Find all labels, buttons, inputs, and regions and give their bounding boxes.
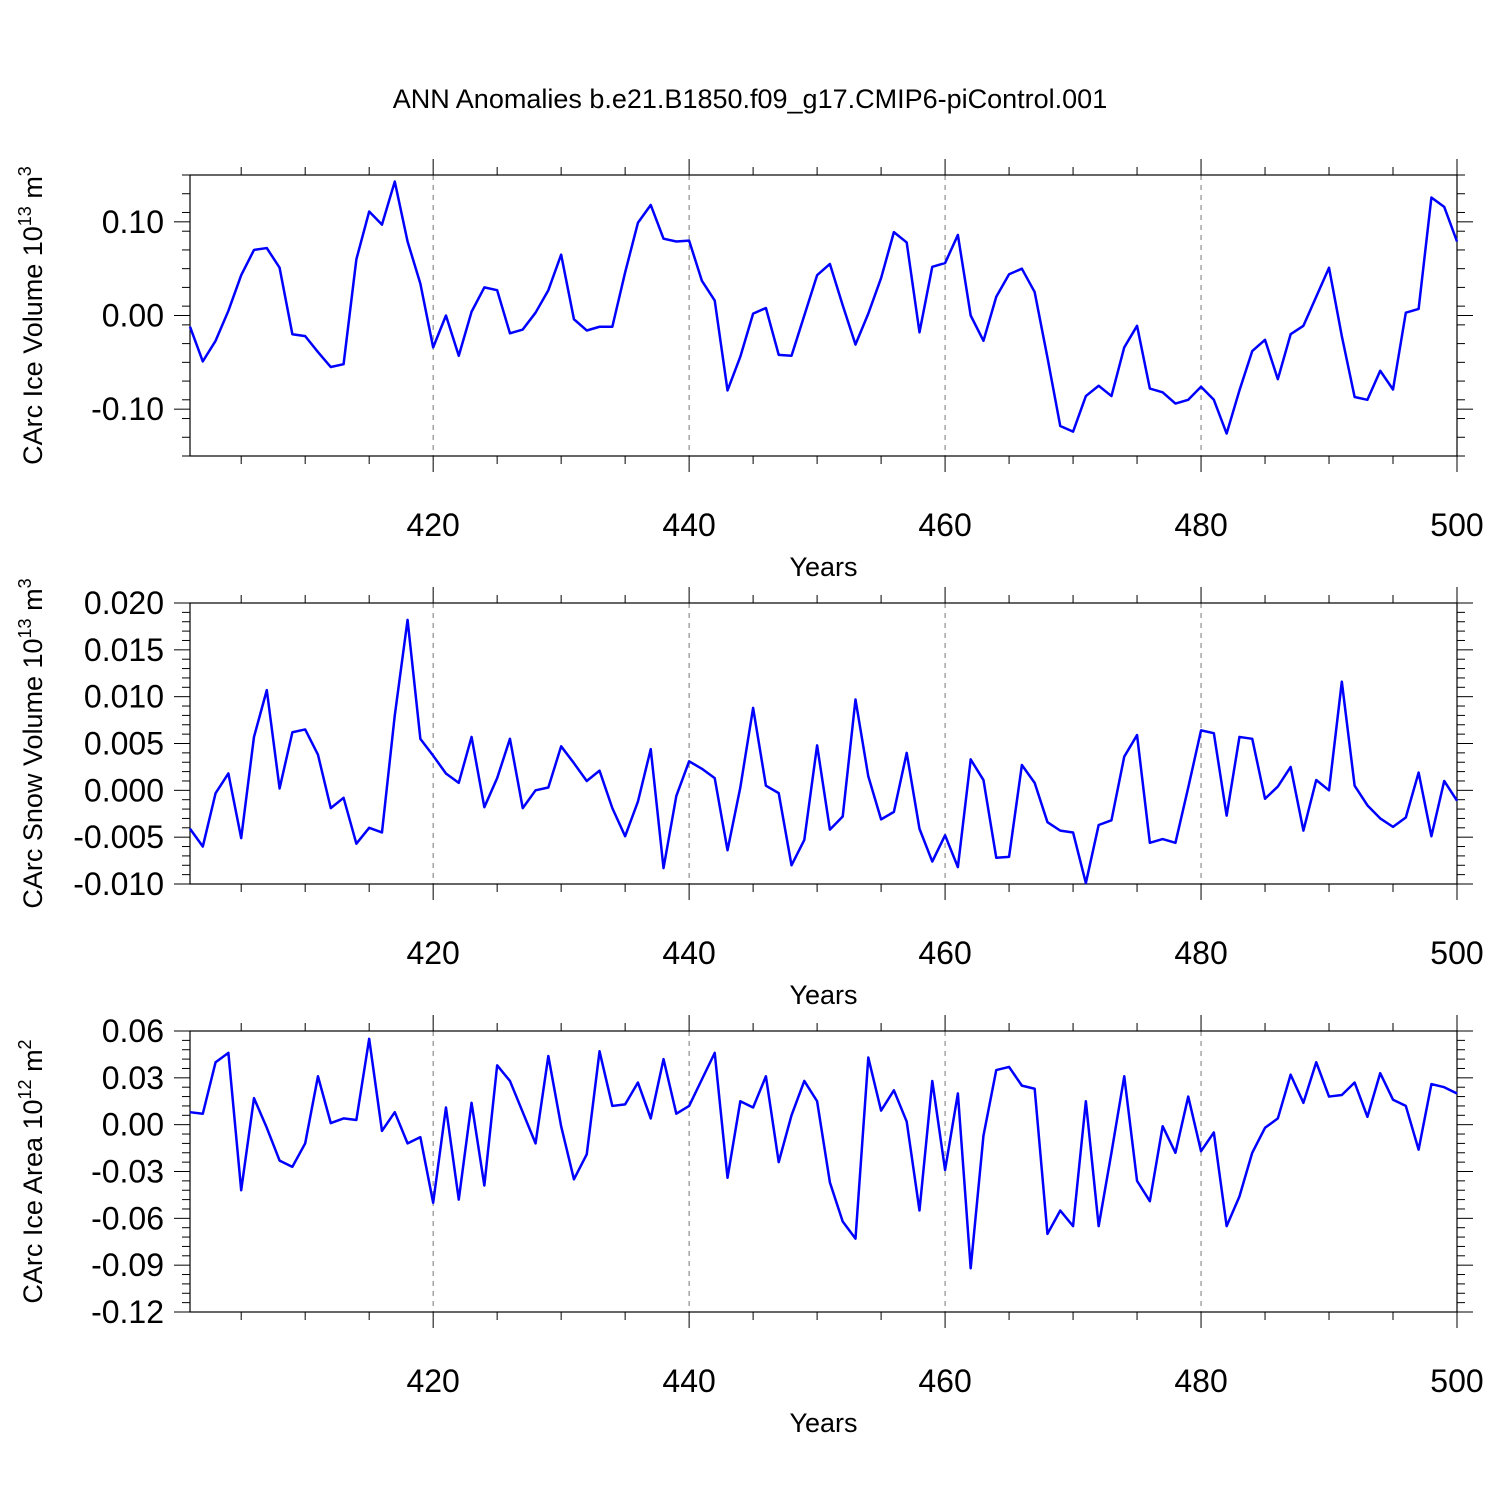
y-axis-label: CArc Ice Volume 1013 m3 xyxy=(15,166,48,465)
x-tick-label: 480 xyxy=(1174,935,1227,971)
y-axis-label-unit-exponent: 3 xyxy=(15,578,35,588)
x-tick-label: 420 xyxy=(406,507,459,543)
x-tick-label: 460 xyxy=(918,935,971,971)
x-axis-label: Years xyxy=(789,1408,857,1438)
y-axis-label-exponent: 13 xyxy=(15,206,35,226)
y-tick-label: 0.015 xyxy=(84,632,164,668)
y-axis-label-text: CArc Snow Volume 10 xyxy=(18,638,48,908)
x-tick-label: 440 xyxy=(662,935,715,971)
y-axis-label: CArc Snow Volume 1013 m3 xyxy=(15,578,48,908)
y-axis-label-text: CArc Ice Volume 10 xyxy=(18,226,48,465)
x-axis-label: Years xyxy=(789,980,857,1010)
x-tick-label: 500 xyxy=(1430,935,1483,971)
series-line xyxy=(188,618,1459,885)
y-axis-label-unit: m xyxy=(18,176,48,206)
y-tick-label: 0.010 xyxy=(84,679,164,715)
y-axis-label-text: CArc Ice Area 10 xyxy=(18,1099,48,1303)
series-line xyxy=(188,180,1459,435)
x-tick-label: 460 xyxy=(918,1363,971,1399)
y-axis-label-unit-exponent: 2 xyxy=(15,1039,35,1049)
panel-3: 420 440 460 480 500 -0.12 -0.09 -0.06 -0.03 0.00 0… xyxy=(15,1013,1484,1438)
y-tick-label: -0.06 xyxy=(91,1200,164,1236)
y-axis-label-unit: m xyxy=(18,1049,48,1079)
panel-1: 420 440 460 480 500 -0.10 0.00 0.10 Years CArc Ic… xyxy=(15,159,1484,582)
y-tick-label: 0.03 xyxy=(102,1060,164,1096)
y-tick-label: -0.09 xyxy=(91,1247,164,1283)
y-tick-label: 0.005 xyxy=(84,726,164,762)
y-tick-label: -0.005 xyxy=(73,819,164,855)
figure-title: ANN Anomalies b.e21.B1850.f09_g17.CMIP6-… xyxy=(392,84,1108,114)
y-tick-label: -0.12 xyxy=(91,1294,164,1330)
y-tick-label: 0.000 xyxy=(84,772,164,808)
y-tick-label: -0.03 xyxy=(91,1154,164,1190)
y-axis-label: CArc Ice Area 1012 m2 xyxy=(15,1039,48,1303)
x-tick-label: 480 xyxy=(1174,1363,1227,1399)
x-axis-label: Years xyxy=(789,552,857,582)
y-tick-label: -0.10 xyxy=(91,391,164,427)
y-tick-label: 0.00 xyxy=(102,1107,164,1143)
x-tick-label: 420 xyxy=(406,1363,459,1399)
plot-frame xyxy=(189,1030,1458,1313)
y-tick-label: 0.00 xyxy=(102,298,164,334)
x-tick-label: 500 xyxy=(1430,1363,1483,1399)
x-tick-label: 480 xyxy=(1174,507,1227,543)
x-tick-label: 440 xyxy=(662,507,715,543)
y-tick-label: 0.06 xyxy=(102,1013,164,1049)
series-line xyxy=(189,1037,1458,1270)
y-tick-label: -0.010 xyxy=(73,866,164,902)
y-tick-label: 0.020 xyxy=(84,585,164,621)
y-tick-label: 0.10 xyxy=(102,204,164,240)
y-axis-label-exponent: 13 xyxy=(15,618,35,638)
x-tick-label: 460 xyxy=(918,507,971,543)
y-axis-label-exponent: 12 xyxy=(15,1079,35,1099)
x-tick-label: 500 xyxy=(1430,507,1483,543)
y-axis-label-unit-exponent: 3 xyxy=(15,166,35,176)
plot-frame xyxy=(189,602,1458,885)
y-axis-label-unit: m xyxy=(18,588,48,618)
x-tick-label: 420 xyxy=(406,935,459,971)
x-tick-label: 440 xyxy=(662,1363,715,1399)
plot-frame xyxy=(189,174,1458,457)
panel-2: 420 440 460 480 500 -0.010 -0.005 0.000 0.005 0.0… xyxy=(15,578,1484,1010)
